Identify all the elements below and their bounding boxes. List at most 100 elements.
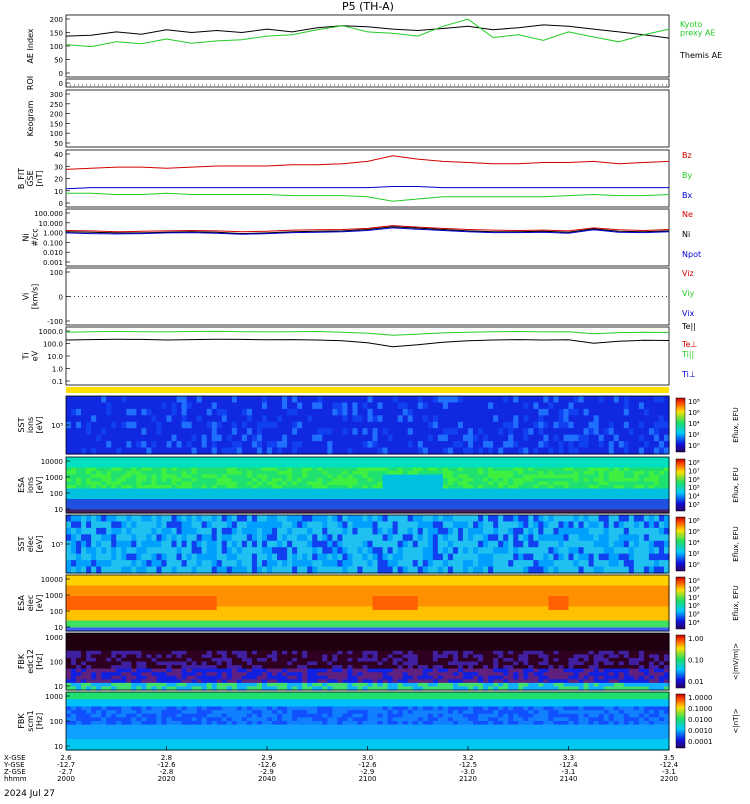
heatmap-cell (473, 129, 479, 133)
heatmap-cell (584, 415, 590, 422)
heatmap-cell (327, 478, 333, 482)
heatmap-cell (71, 428, 77, 435)
heatmap-cell (297, 104, 303, 108)
heatmap-cell (86, 492, 92, 496)
heatmap-cell (408, 435, 414, 442)
heatmap-cell (518, 475, 524, 479)
heatmap-cell (106, 489, 112, 493)
heatmap-cell (322, 129, 328, 133)
heatmap-cell (423, 126, 429, 130)
heatmap-cell (192, 97, 198, 101)
panel-sst_i-ylabel: SST (17, 417, 26, 432)
heatmap-cell (569, 104, 575, 108)
heatmap-cell (252, 396, 258, 403)
heatmap-cell (649, 471, 655, 475)
heatmap-cell (277, 104, 283, 108)
heatmap-cell (332, 97, 338, 101)
heatmap-cell (589, 115, 595, 119)
heatmap-cell (322, 126, 328, 130)
heatmap-cell (388, 402, 394, 409)
heatmap-cell (202, 435, 208, 442)
heatmap-cell (458, 503, 464, 507)
heatmap-cell (388, 415, 394, 422)
heatmap-cell (207, 435, 213, 442)
heatmap-cell (413, 129, 419, 133)
heatmap-cell (438, 409, 444, 416)
heatmap-cell (418, 97, 424, 101)
heatmap-cell (71, 409, 77, 416)
heatmap-cell (448, 136, 454, 140)
heatmap-cell (167, 90, 173, 94)
heatmap-cell (599, 126, 605, 130)
heatmap-cell (418, 478, 424, 482)
heatmap-cell (106, 506, 112, 510)
heatmap-cell (197, 122, 203, 126)
heatmap-cell (116, 136, 122, 140)
heatmap-cell (342, 396, 348, 403)
heatmap-cell (393, 97, 399, 101)
heatmap-cell (589, 448, 595, 455)
heatmap-cell (644, 140, 650, 144)
heatmap-cell (553, 396, 559, 403)
heatmap-cell (388, 506, 394, 510)
y-tick-label: 100 (50, 130, 63, 138)
heatmap-cell (337, 409, 343, 416)
heatmap-cell (257, 133, 263, 137)
heatmap-cell (111, 140, 117, 144)
heatmap-cell (342, 97, 348, 101)
heatmap-cell (177, 489, 183, 493)
heatmap-cell (569, 475, 575, 479)
heatmap-cell (322, 464, 328, 468)
heatmap-cell (498, 464, 504, 468)
heatmap-cell (312, 435, 318, 442)
legend-bz: Bz (682, 151, 692, 160)
heatmap-cell (574, 97, 580, 101)
heatmap-cell (222, 492, 228, 496)
panel-esa_i-ylabel: [eV] (35, 477, 44, 494)
heatmap-cell (398, 126, 404, 130)
heatmap-cell (282, 503, 288, 507)
heatmap-cell (408, 482, 414, 486)
heatmap-cell (528, 115, 534, 119)
heatmap-cell (473, 503, 479, 507)
heatmap-cell (418, 422, 424, 429)
heatmap-cell (368, 492, 374, 496)
heatmap-cell (101, 464, 107, 468)
heatmap-cell (182, 133, 188, 137)
heatmap-cell (262, 122, 268, 126)
heatmap-cell (639, 496, 645, 500)
heatmap-cell (86, 133, 92, 137)
heatmap-cell (453, 90, 459, 94)
heatmap-cell (548, 90, 554, 94)
heatmap-cell (297, 448, 303, 455)
heatmap-cell (161, 489, 167, 493)
heatmap-cell (388, 409, 394, 416)
heatmap-cell (332, 104, 338, 108)
heatmap-cell (443, 461, 449, 465)
heatmap-cell (634, 492, 640, 496)
heatmap-cell (463, 422, 469, 429)
heatmap-cell (448, 468, 454, 472)
heatmap-cell (639, 457, 645, 461)
heatmap-cell (287, 122, 293, 126)
heatmap-cell (302, 90, 308, 94)
heatmap-cell (513, 396, 519, 403)
heatmap-cell (538, 402, 544, 409)
heatmap-cell (227, 489, 233, 493)
heatmap-cell (428, 485, 434, 489)
heatmap-cell (146, 101, 152, 105)
heatmap-cell (523, 119, 529, 123)
heatmap-cell (433, 485, 439, 489)
heatmap-cell (388, 428, 394, 435)
heatmap-cell (71, 415, 77, 422)
heatmap-cell (302, 492, 308, 496)
heatmap-cell (262, 468, 268, 472)
heatmap-cell (287, 111, 293, 115)
heatmap-cell (649, 396, 655, 403)
heatmap-cell (267, 122, 273, 126)
heatmap-cell (478, 489, 484, 493)
heatmap-cell (337, 104, 343, 108)
panel-ti-ylabel: eV (31, 350, 40, 361)
heatmap-cell (252, 422, 258, 429)
heatmap-cell (247, 468, 253, 472)
